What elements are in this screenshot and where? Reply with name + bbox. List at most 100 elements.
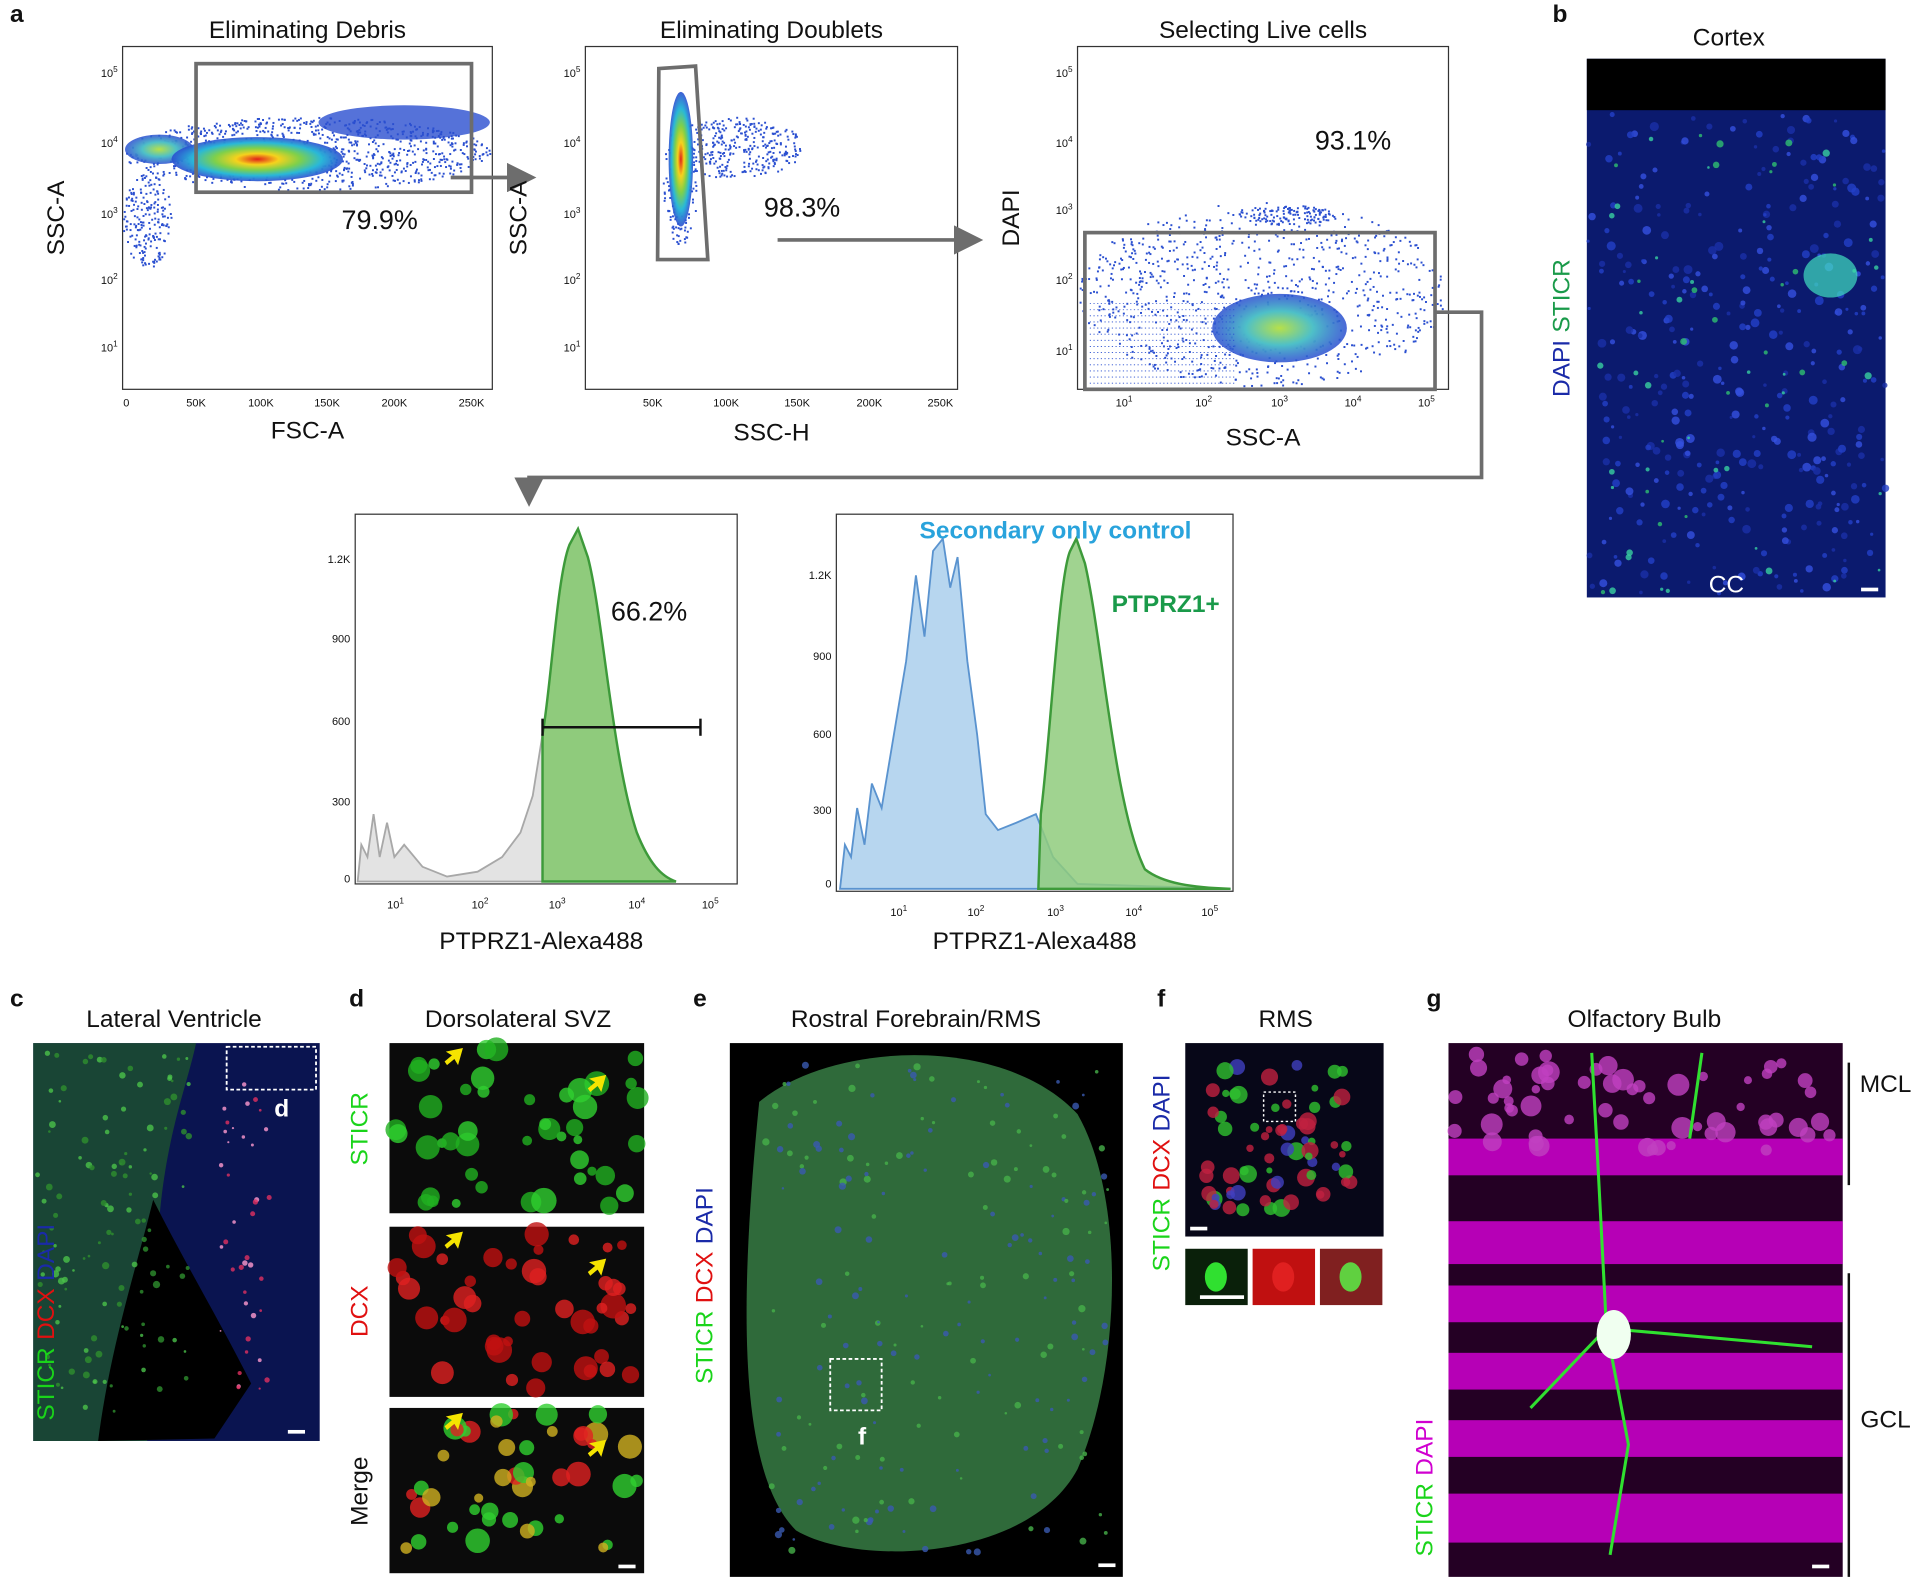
- stain-label: STICRDAPI: [1412, 1419, 1439, 1557]
- event-dot: [130, 162, 132, 164]
- event-dot: [1373, 352, 1375, 354]
- cell: [1272, 1262, 1294, 1291]
- event-dot: [666, 178, 668, 180]
- cell: [1816, 521, 1821, 526]
- event-dot: [713, 144, 715, 146]
- event-dot: [446, 159, 448, 161]
- cell: [864, 1518, 868, 1522]
- cell: [1720, 482, 1727, 489]
- cell: [1785, 342, 1793, 350]
- cell: [1838, 445, 1846, 453]
- cell: [1756, 131, 1763, 138]
- cell: [1095, 1070, 1099, 1074]
- event-dot: [1342, 297, 1344, 299]
- event-dot: [389, 162, 391, 164]
- cell: [184, 1350, 187, 1353]
- event-dot: [1301, 383, 1303, 385]
- event-dot: [760, 129, 762, 131]
- event-dot: [1273, 269, 1275, 271]
- cell: [1635, 462, 1640, 467]
- event-dot: [1134, 253, 1136, 255]
- cell: [1617, 253, 1623, 259]
- cell: [1030, 1185, 1033, 1188]
- tick-base: 10: [101, 209, 113, 221]
- cell: [525, 1222, 549, 1246]
- event-dot: [1323, 219, 1325, 221]
- event-dot: [1240, 216, 1242, 218]
- cell: [388, 1258, 407, 1277]
- cell: [259, 1309, 262, 1312]
- cell: [180, 1273, 186, 1279]
- cell: [529, 1268, 546, 1285]
- event-dot: [421, 163, 423, 165]
- event-dot: [1183, 376, 1185, 378]
- event-dot: [219, 125, 221, 127]
- event-dot: [1131, 334, 1133, 336]
- cell: [135, 1219, 141, 1225]
- plot-title: Selecting Live cells: [1159, 17, 1367, 44]
- event-dot: [1353, 345, 1355, 347]
- event-dot: [1161, 342, 1163, 344]
- cell: [177, 1058, 180, 1061]
- event-dot: [1212, 367, 1214, 369]
- event-dot: [154, 212, 156, 214]
- event-dot: [158, 221, 160, 223]
- cell: [1806, 118, 1812, 124]
- event-dot: [143, 197, 145, 199]
- event-dot: [415, 170, 417, 172]
- cell: [1609, 587, 1616, 594]
- cell: [1745, 507, 1750, 512]
- event-dot: [135, 201, 137, 203]
- event-dot: [293, 181, 295, 183]
- event-dot: [1202, 247, 1204, 249]
- cell: [1757, 248, 1763, 254]
- stain-word: DCX: [692, 1252, 719, 1304]
- event-dot: [220, 130, 222, 132]
- cell: [983, 1205, 988, 1210]
- cell: [1250, 1123, 1259, 1132]
- event-dot: [1247, 262, 1249, 264]
- event-dot: [1212, 345, 1214, 347]
- cell: [1617, 374, 1625, 382]
- event-dot: [1186, 292, 1188, 294]
- event-dot: [1346, 292, 1348, 294]
- cell: [782, 1082, 786, 1086]
- event-dot: [1285, 265, 1287, 267]
- event-dot: [1377, 252, 1379, 254]
- event-dot: [1297, 207, 1299, 209]
- cell: [817, 1365, 823, 1371]
- event-dot: [443, 173, 445, 175]
- event-dot: [721, 164, 723, 166]
- cell: [1690, 280, 1694, 284]
- event-dot: [1094, 324, 1096, 326]
- event-dot: [1216, 239, 1218, 241]
- cell: [852, 1292, 859, 1299]
- event-dot: [1160, 286, 1162, 288]
- tick-label: 900: [813, 651, 831, 663]
- cell: [1236, 1203, 1249, 1216]
- event-dot: [767, 145, 769, 147]
- event-dot: [1378, 272, 1380, 274]
- cell: [181, 1129, 187, 1135]
- cell: [121, 1325, 124, 1328]
- event-dot: [350, 188, 352, 190]
- cell: [64, 1288, 67, 1291]
- event-dot: [1342, 213, 1344, 215]
- event-dot: [1192, 373, 1194, 375]
- event-dot: [255, 126, 257, 128]
- cell: [398, 1278, 420, 1300]
- event-dot: [722, 141, 724, 143]
- event-dot: [1340, 269, 1342, 271]
- event-dot: [151, 219, 153, 221]
- event-dot: [475, 158, 477, 160]
- cell: [1071, 1333, 1078, 1340]
- event-dot: [1364, 294, 1366, 296]
- cell: [83, 1059, 89, 1065]
- event-dot: [132, 200, 134, 202]
- event-dot: [1299, 248, 1301, 250]
- event-dot: [299, 124, 301, 126]
- event-dot: [717, 127, 719, 129]
- cell: [1588, 213, 1595, 220]
- event-dot: [719, 123, 721, 125]
- event-dot: [315, 130, 317, 132]
